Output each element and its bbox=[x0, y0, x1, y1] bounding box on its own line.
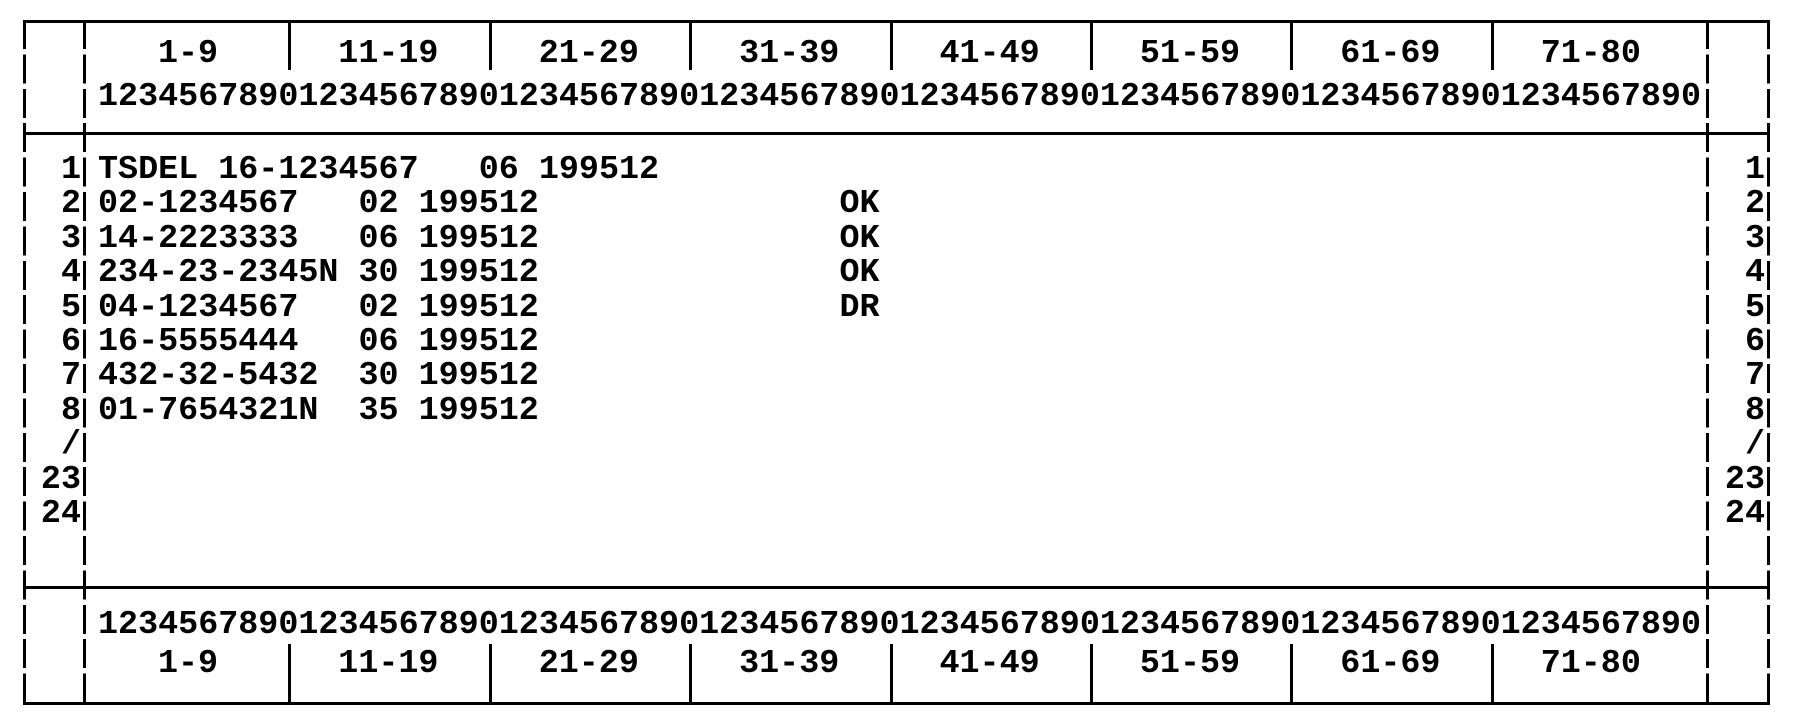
line-number-right: 4 bbox=[1744, 254, 1765, 293]
line-number-right: / bbox=[1744, 426, 1765, 465]
left-border bbox=[23, 20, 26, 702]
range-divider-bottom bbox=[288, 644, 292, 702]
column-range-footer: 31-39 bbox=[739, 645, 840, 683]
column-ruler-bottom: 1234567890123456789012345678901234567890… bbox=[98, 606, 1702, 644]
column-range-header: 21-29 bbox=[538, 35, 639, 73]
column-range-header: 41-49 bbox=[939, 35, 1040, 73]
column-range-footer: 11-19 bbox=[338, 645, 439, 683]
bottom-border bbox=[23, 702, 1770, 705]
range-divider-bottom bbox=[488, 644, 492, 702]
column-range-footer: 61-69 bbox=[1340, 645, 1441, 683]
range-divider-bottom bbox=[889, 644, 893, 702]
record-text: TSDEL 16-1234567 06 199512 bbox=[98, 151, 660, 189]
line-number-right: 5 bbox=[1744, 288, 1765, 327]
top-border bbox=[23, 20, 1770, 23]
range-divider-bottom bbox=[1490, 644, 1494, 702]
record-text: 02-1234567 02 199512 bbox=[98, 185, 539, 224]
record-text: 14-2223333 06 199512 bbox=[98, 219, 539, 258]
line-number-left: 4 bbox=[60, 254, 81, 293]
line-number-divider-right bbox=[1706, 20, 1709, 702]
line-number-left: 24 bbox=[40, 495, 81, 533]
line-number-left: 5 bbox=[60, 288, 81, 327]
column-range-header: 1-9 bbox=[157, 35, 219, 73]
column-range-footer: 51-59 bbox=[1139, 645, 1241, 683]
footer-divider bbox=[23, 586, 1770, 589]
record-text: 432-32-5432 30 199512 bbox=[98, 357, 539, 396]
line-number-left: 8 bbox=[60, 391, 81, 430]
line-number-right: 2 bbox=[1744, 185, 1765, 224]
column-ruler-top: 1234567890123456789012345678901234567890… bbox=[98, 78, 1702, 116]
header-divider bbox=[23, 132, 1770, 135]
record-text: 01-7654321N 35 199512 bbox=[98, 391, 539, 430]
line-number-right: 1 bbox=[1744, 151, 1765, 189]
range-divider-bottom bbox=[689, 644, 693, 702]
record-status: OK bbox=[839, 254, 880, 293]
column-range-header: 11-19 bbox=[338, 35, 439, 73]
line-number-right: 7 bbox=[1744, 357, 1765, 396]
line-number-left: 7 bbox=[60, 357, 81, 396]
line-number-left: 23 bbox=[40, 460, 81, 499]
column-range-footer: 71-80 bbox=[1540, 645, 1641, 683]
range-divider-top bbox=[488, 20, 492, 70]
line-number-right: 3 bbox=[1744, 219, 1765, 258]
column-range-header: 51-59 bbox=[1139, 35, 1241, 73]
line-number-right: 8 bbox=[1744, 391, 1765, 430]
range-divider-top bbox=[1090, 20, 1093, 70]
range-divider-top bbox=[689, 20, 693, 70]
line-number-left: 3 bbox=[60, 219, 81, 258]
line-number-left: / bbox=[60, 426, 81, 465]
line-number-right: 6 bbox=[1744, 323, 1765, 361]
record-status: OK bbox=[839, 219, 880, 258]
column-range-footer: 41-49 bbox=[939, 645, 1040, 683]
range-divider-bottom bbox=[1290, 644, 1294, 702]
right-border bbox=[1767, 20, 1770, 702]
line-number-left: 6 bbox=[60, 323, 81, 361]
line-number-right: 24 bbox=[1724, 495, 1765, 533]
column-range-header: 31-39 bbox=[739, 35, 840, 73]
record-text: 234-23-2345N 30 199512 bbox=[98, 254, 539, 293]
record-status: DR bbox=[839, 288, 880, 327]
range-divider-top bbox=[288, 20, 292, 70]
column-range-footer: 21-29 bbox=[538, 645, 639, 683]
range-divider-bottom bbox=[1090, 644, 1093, 702]
line-number-right: 23 bbox=[1724, 460, 1765, 499]
column-range-header: 71-80 bbox=[1540, 35, 1641, 73]
record-status: OK bbox=[839, 185, 880, 224]
line-number-divider-left bbox=[83, 20, 86, 702]
range-divider-top bbox=[1290, 20, 1294, 70]
line-number-left: 2 bbox=[60, 185, 81, 224]
range-divider-top bbox=[889, 20, 893, 70]
column-range-header: 61-69 bbox=[1340, 35, 1441, 73]
record-text: 04-1234567 02 199512 bbox=[98, 288, 539, 327]
line-number-left: 1 bbox=[60, 151, 81, 189]
column-range-footer: 1-9 bbox=[157, 645, 219, 683]
range-divider-top bbox=[1490, 20, 1494, 70]
record-text: 16-5555444 06 199512 bbox=[98, 323, 539, 361]
